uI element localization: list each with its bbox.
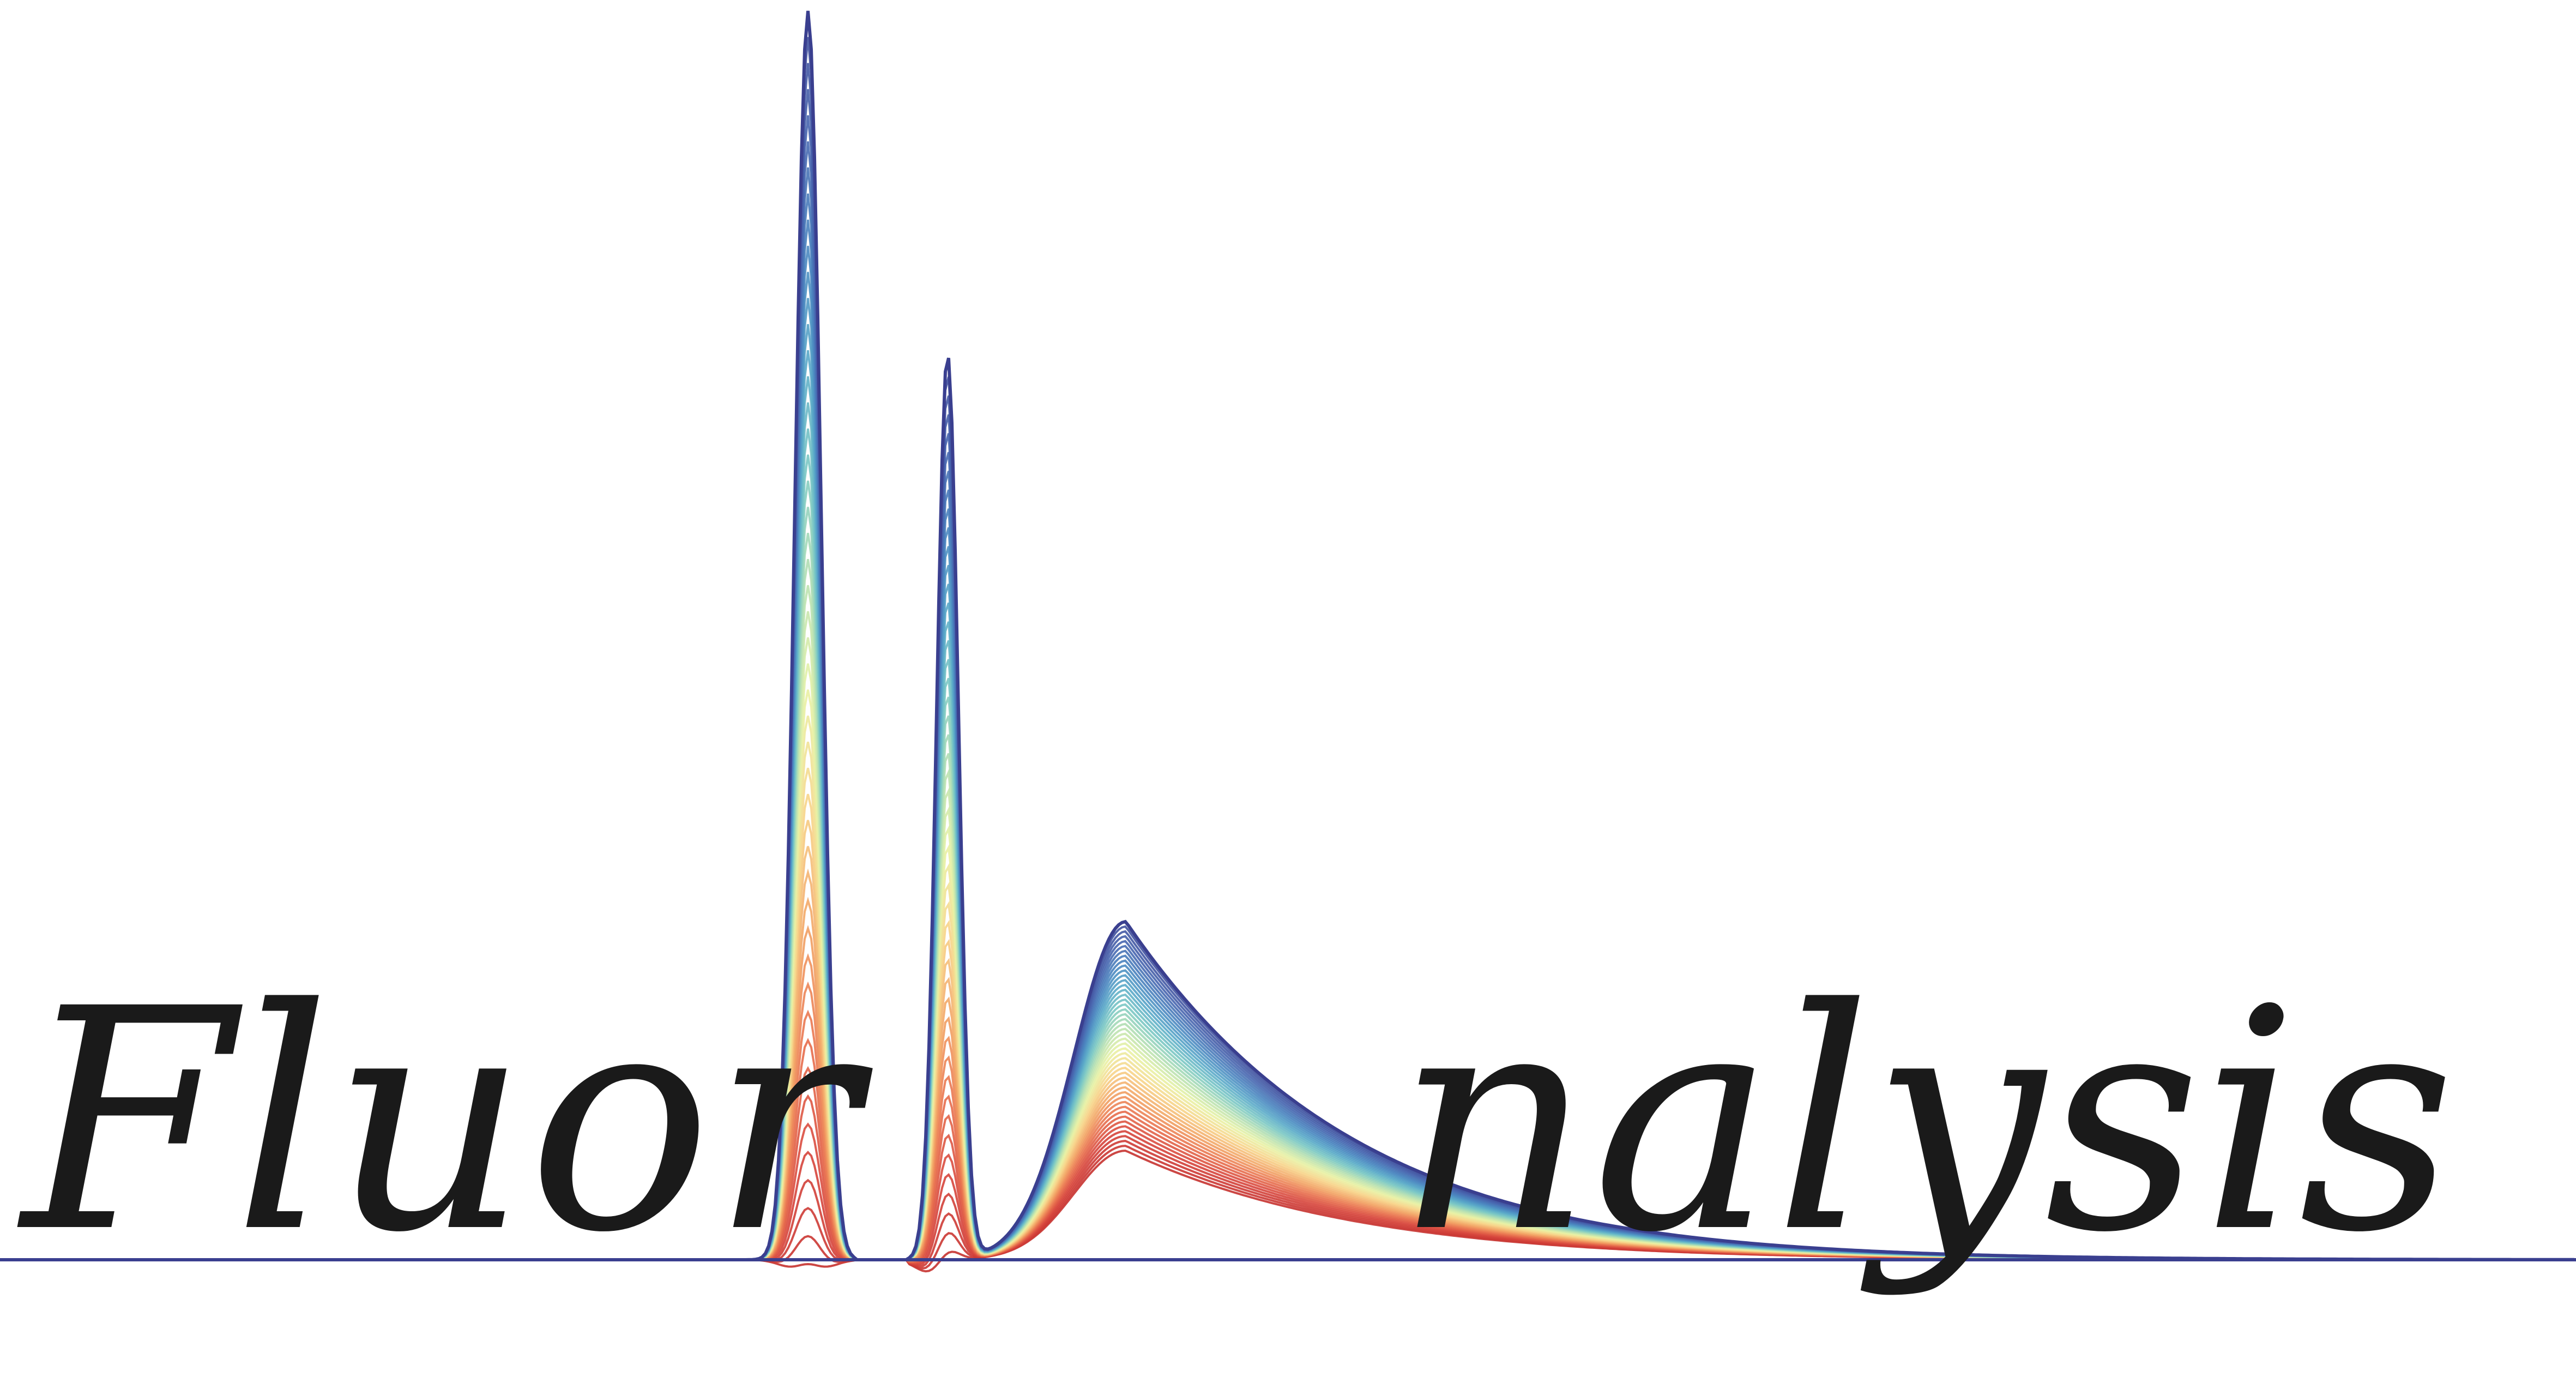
wordmark-left: Fluor: [17, 944, 874, 1300]
spectra-curves: [0, 10, 2576, 1273]
wordmark-right: nalysis: [1396, 944, 2456, 1300]
